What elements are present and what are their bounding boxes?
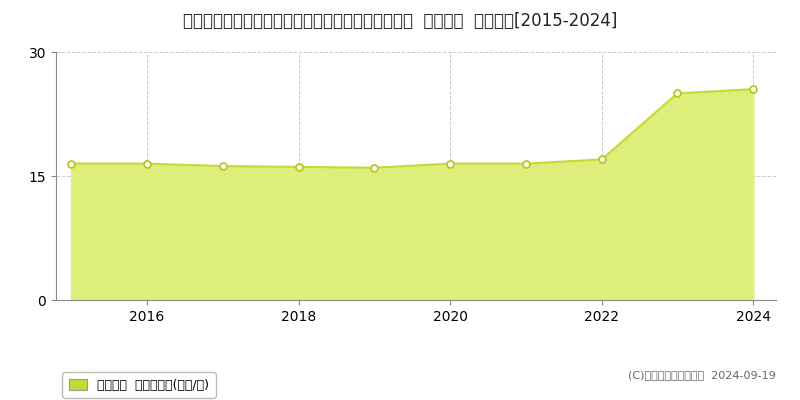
Text: 北海道札幌市西区宮の沢３条５丁目４８７番１４６  公示地価  地価推移[2015-2024]: 北海道札幌市西区宮の沢３条５丁目４８７番１４６ 公示地価 地価推移[2015-2… (183, 12, 617, 30)
Legend: 公示地価  平均坪単価(万円/坪): 公示地価 平均坪単価(万円/坪) (62, 372, 215, 398)
Text: (C)土地価格ドットコム  2024-09-19: (C)土地価格ドットコム 2024-09-19 (628, 370, 776, 380)
